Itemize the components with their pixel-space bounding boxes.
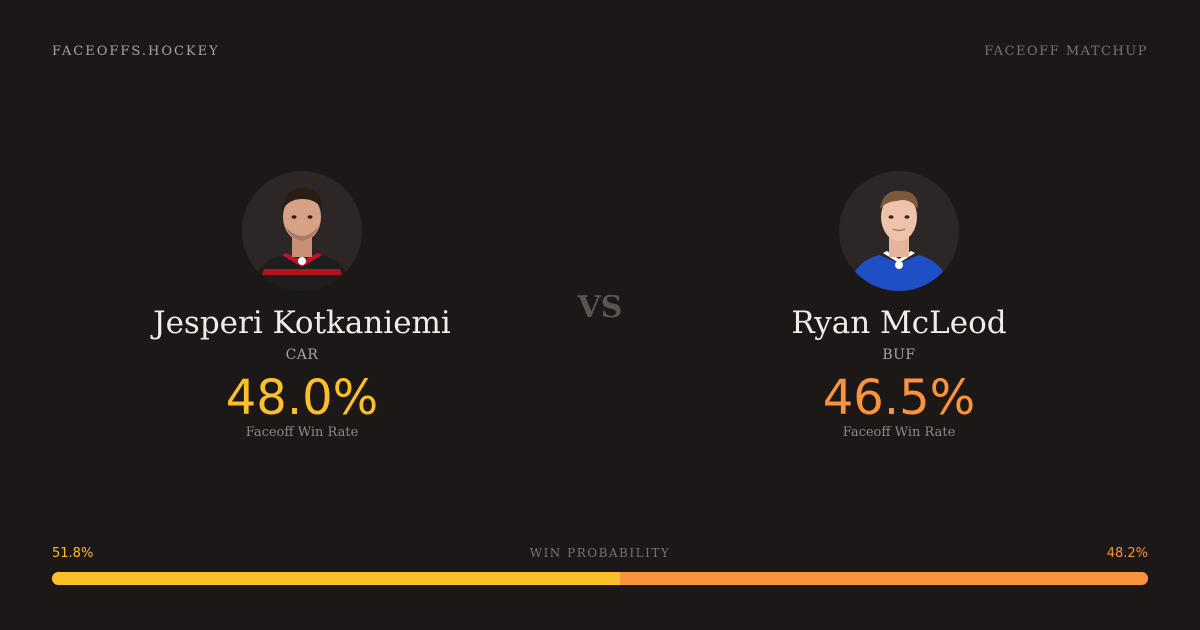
- faceoff-win-rate-label-left: Faceoff Win Rate: [245, 425, 359, 440]
- faceoff-win-rate-left: 48.0%: [225, 370, 379, 426]
- player-avatar-left: [242, 171, 362, 291]
- player-photo-icon: [849, 190, 949, 291]
- brand-title[interactable]: FACEOFFS.HOCKEY: [52, 44, 220, 59]
- win-probability-title: WIN PROBABILITY: [529, 546, 671, 560]
- win-probability-bar-left: [52, 572, 620, 585]
- faceoff-win-rate-label-right: Faceoff Win Rate: [842, 425, 956, 440]
- player-card-left: Jesperi Kotkaniemi CAR 48.0% Faceoff Win…: [92, 171, 512, 440]
- matchup-label: FACEOFF MATCHUP: [984, 44, 1148, 59]
- player-card-right: Ryan McLeod BUF 46.5% Faceoff Win Rate: [689, 171, 1109, 440]
- faceoff-win-rate-right: 46.5%: [822, 370, 976, 426]
- win-probability-bar-right: [619, 572, 1148, 585]
- vs-label: VS: [577, 290, 623, 325]
- player-avatar-right: [839, 171, 959, 291]
- player-name-left[interactable]: Jesperi Kotkaniemi: [153, 305, 451, 341]
- win-probability-right: 48.2%: [1106, 546, 1148, 561]
- player-team-right: BUF: [882, 347, 916, 363]
- player-team-left: CAR: [285, 347, 319, 363]
- player-name-right[interactable]: Ryan McLeod: [791, 305, 1007, 341]
- win-probability-left: 51.8%: [52, 546, 94, 561]
- win-probability-bar: [52, 572, 1148, 585]
- player-photo-icon: [252, 187, 352, 291]
